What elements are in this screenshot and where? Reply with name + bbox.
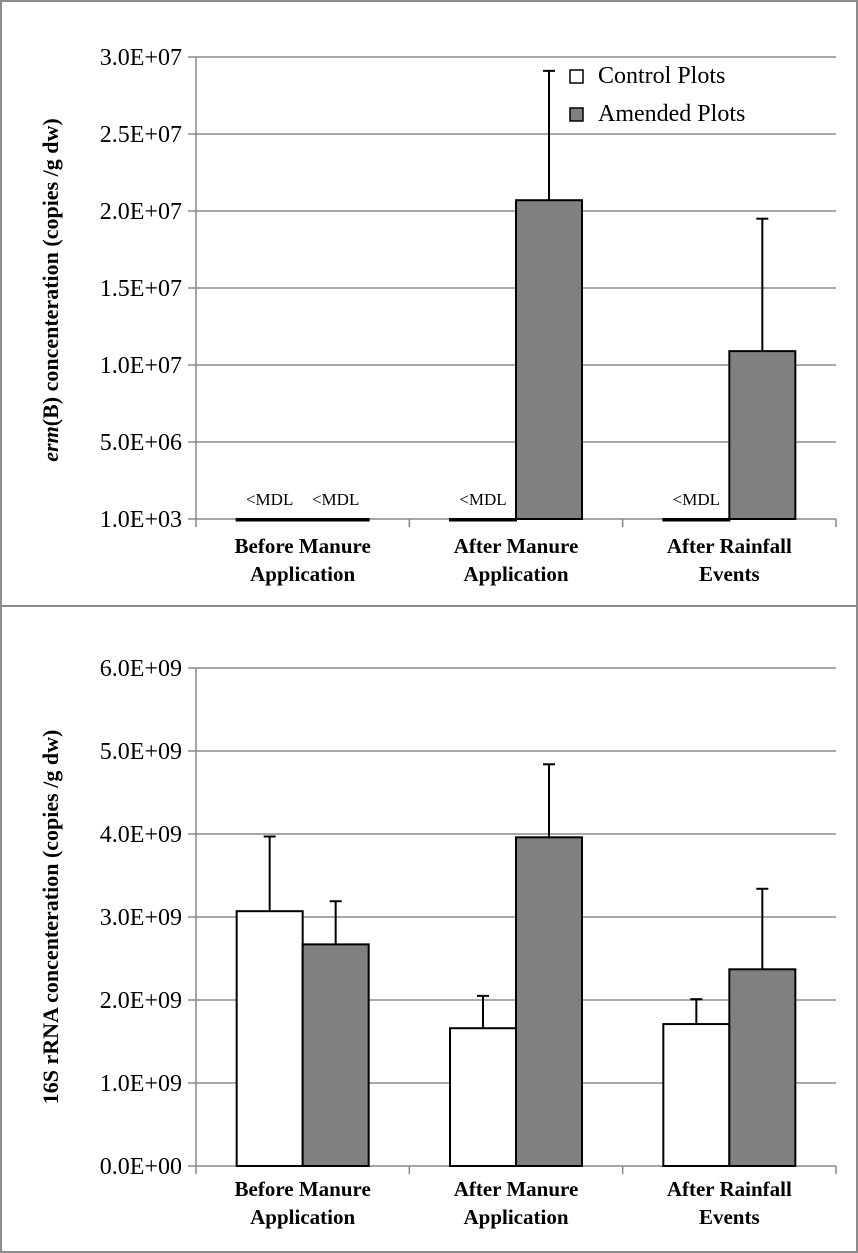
y-tick-label: 1.0E+09	[100, 1071, 182, 1097]
y-tick-label: 2.5E+07	[100, 122, 182, 148]
legend-entry: Control Plots	[598, 63, 725, 89]
data-label: <MDL	[312, 490, 359, 509]
category-label: Application	[463, 562, 568, 586]
y-tick-label: 1.0E+07	[100, 353, 182, 379]
y-tick-label: 3.0E+07	[100, 45, 182, 71]
y-axis-title: erm(B) concenteration (copies /g dw)	[38, 118, 63, 461]
category-label: After Manure	[454, 534, 579, 558]
category-label: Application	[250, 1205, 355, 1229]
bar	[301, 943, 370, 1168]
y-tick-label: 0.0E+00	[100, 1154, 182, 1180]
y-tick-label: 5.0E+06	[100, 430, 182, 456]
y-tick-label: 2.0E+09	[100, 988, 182, 1014]
data-label: <MDL	[673, 490, 720, 509]
bar	[515, 836, 583, 1167]
erm-b-chart: 1.0E+03 5.0E+06 1.0E+07 1.5E+07 2.0E+07 2.5E+…	[38, 45, 837, 586]
category-label: After Manure	[454, 1177, 579, 1201]
category-label: After Rainfall	[667, 534, 792, 558]
bar	[662, 518, 731, 522]
category-label: Before Manure	[235, 534, 371, 558]
category-label: Events	[699, 562, 760, 586]
category-label: Application	[250, 562, 355, 586]
y-tick-label: 1.0E+03	[100, 507, 182, 533]
bottom-panel-border	[0, 605, 858, 1253]
bar	[515, 199, 583, 520]
data-label: <MDL	[246, 490, 293, 509]
legend-swatch	[569, 69, 584, 84]
data-label: <MDL	[459, 490, 506, 509]
category-label: Application	[463, 1205, 568, 1229]
y-tick-label: 1.5E+07	[100, 276, 182, 302]
category-label: Events	[699, 1205, 760, 1229]
bar	[449, 1027, 517, 1167]
bar	[235, 518, 304, 522]
y-axis-title: 16S rRNA concenteration (copies /g dw)	[38, 730, 63, 1105]
category-label: After Rainfall	[667, 1177, 792, 1201]
y-tick-label: 5.0E+09	[100, 739, 182, 765]
bar	[449, 518, 517, 522]
bar	[235, 910, 304, 1167]
legend-swatch	[569, 107, 584, 122]
16s-rrna-chart: 0.0E+00 1.0E+09 2.0E+09 3.0E+09 4.0E+09 5.0E+…	[38, 656, 837, 1229]
category-label: Before Manure	[235, 1177, 371, 1201]
legend-entry: Amended Plots	[598, 101, 745, 127]
bar	[728, 968, 797, 1167]
bar	[662, 1023, 731, 1167]
bar	[728, 350, 797, 521]
y-tick-label: 2.0E+07	[100, 199, 182, 225]
bar	[301, 518, 370, 522]
y-tick-label: 4.0E+09	[100, 822, 182, 848]
y-tick-label: 6.0E+09	[100, 656, 182, 682]
y-tick-label: 3.0E+09	[100, 905, 182, 931]
